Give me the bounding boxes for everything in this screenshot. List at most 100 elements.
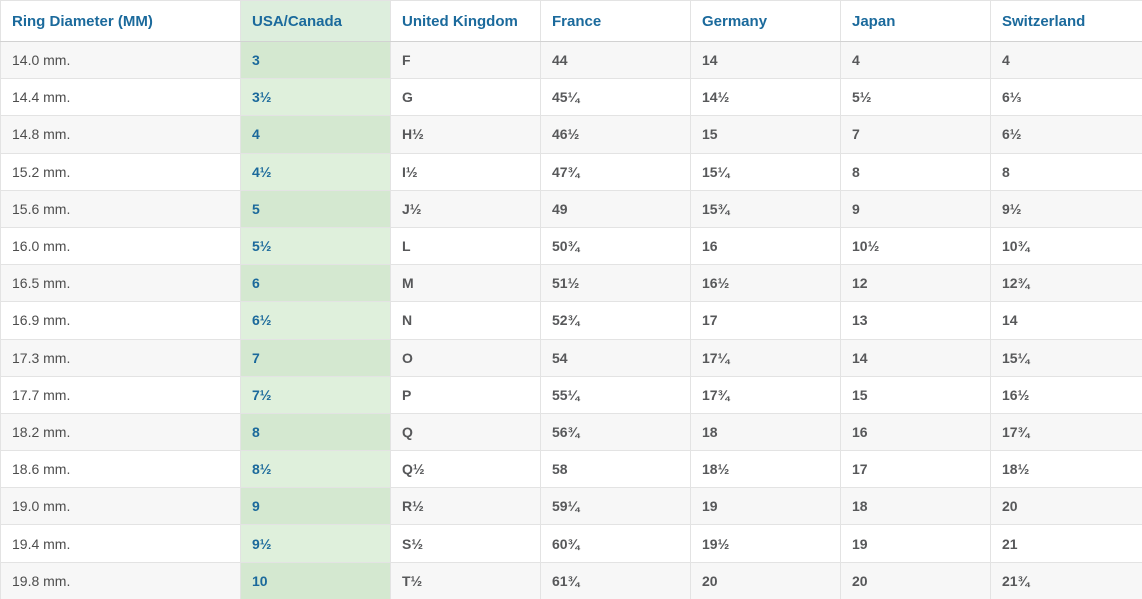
size-cell: 10 xyxy=(240,561,391,599)
size-cell: 17 xyxy=(840,450,991,489)
size-cell: 14 xyxy=(990,301,1142,340)
size-cell: 15¼ xyxy=(690,152,841,191)
size-cell: 52¾ xyxy=(540,301,691,340)
diameter-cell: 16.5 mm. xyxy=(0,264,241,303)
size-cell: H½ xyxy=(390,115,541,154)
size-cell: 50¾ xyxy=(540,226,691,266)
size-cell: 10½ xyxy=(840,226,991,266)
size-cell: 6⅓ xyxy=(990,78,1142,117)
size-cell: 20 xyxy=(690,561,841,599)
size-cell: 17¼ xyxy=(690,338,841,377)
size-cell: 7½ xyxy=(240,375,391,414)
size-cell: 4½ xyxy=(240,152,391,191)
header-row: Ring Diameter (MM) USA/Canada United Kingd… xyxy=(0,0,1142,42)
size-cell: 60¾ xyxy=(540,524,691,563)
table-row: 16.9 mm. 6½ N 52¾ 17 13 14 xyxy=(0,301,1142,340)
size-cell: 10¾ xyxy=(990,226,1142,266)
column-header-germany: Germany xyxy=(690,0,841,42)
diameter-cell: 14.8 mm. xyxy=(0,115,241,154)
diameter-cell: 14.0 mm. xyxy=(0,40,241,80)
diameter-cell: 19.0 mm. xyxy=(0,487,241,526)
size-cell: 51½ xyxy=(540,264,691,303)
size-cell: 56¾ xyxy=(540,412,691,452)
table-row: 19.0 mm. 9 R½ 59¼ 19 18 20 xyxy=(0,487,1142,526)
size-cell: 18½ xyxy=(690,450,841,489)
size-cell: 14½ xyxy=(690,78,841,117)
size-cell: 58 xyxy=(540,450,691,489)
size-cell: 16 xyxy=(690,226,841,266)
table-row: 14.4 mm. 3½ G 45¼ 14½ 5½ 6⅓ xyxy=(0,78,1142,117)
size-cell: 9½ xyxy=(990,189,1142,228)
size-cell: 5 xyxy=(240,189,391,228)
size-cell: 18 xyxy=(690,412,841,452)
size-cell: 12¾ xyxy=(990,264,1142,303)
size-cell: 54 xyxy=(540,338,691,377)
column-header-france: France xyxy=(540,0,691,42)
size-cell: 46½ xyxy=(540,115,691,154)
size-cell: M xyxy=(390,264,541,303)
size-cell: 21¾ xyxy=(990,561,1142,599)
size-cell: 9 xyxy=(840,189,991,228)
column-header-japan: Japan xyxy=(840,0,991,42)
size-cell: 20 xyxy=(840,561,991,599)
size-cell: 15 xyxy=(840,375,991,414)
size-cell: R½ xyxy=(390,487,541,526)
size-cell: 3 xyxy=(240,40,391,80)
size-cell: 12 xyxy=(840,264,991,303)
diameter-cell: 19.4 mm. xyxy=(0,524,241,563)
table-row: 15.6 mm. 5 J½ 49 15¾ 9 9½ xyxy=(0,189,1142,228)
table-row: 16.0 mm. 5½ L 50¾ 16 10½ 10¾ xyxy=(0,226,1142,266)
table-body: 14.0 mm. 3 F 44 14 4 4 14.4 mm. 3½ G 45¼ 14½ 5½ 6⅓ 14.… xyxy=(0,40,1142,599)
diameter-cell: 18.2 mm. xyxy=(0,412,241,452)
size-cell: 4 xyxy=(990,40,1142,80)
size-cell: 17 xyxy=(690,301,841,340)
size-cell: Q½ xyxy=(390,450,541,489)
table-row: 14.0 mm. 3 F 44 14 4 4 xyxy=(0,40,1142,80)
size-cell: 8 xyxy=(990,152,1142,191)
size-cell: 18 xyxy=(840,487,991,526)
diameter-cell: 16.0 mm. xyxy=(0,226,241,266)
table-row: 18.6 mm. 8½ Q½ 58 18½ 17 18½ xyxy=(0,450,1142,489)
size-cell: 8 xyxy=(240,412,391,452)
size-cell: 44 xyxy=(540,40,691,80)
size-cell: 19 xyxy=(690,487,841,526)
size-cell: 59¼ xyxy=(540,487,691,526)
size-cell: S½ xyxy=(390,524,541,563)
size-cell: 7 xyxy=(840,115,991,154)
column-header-usa-canada: USA/Canada xyxy=(240,0,391,42)
size-cell: 45¼ xyxy=(540,78,691,117)
size-cell: 14 xyxy=(690,40,841,80)
size-cell: 49 xyxy=(540,189,691,228)
diameter-cell: 15.2 mm. xyxy=(0,152,241,191)
size-cell: 6 xyxy=(240,264,391,303)
column-header-switzerland: Switzerland xyxy=(990,0,1142,42)
diameter-cell: 17.3 mm. xyxy=(0,338,241,377)
size-cell: G xyxy=(390,78,541,117)
size-cell: N xyxy=(390,301,541,340)
size-cell: 15¾ xyxy=(690,189,841,228)
size-cell: 5½ xyxy=(840,78,991,117)
size-cell: 17¾ xyxy=(990,412,1142,452)
size-cell: 4 xyxy=(840,40,991,80)
size-cell: O xyxy=(390,338,541,377)
table-row: 18.2 mm. 8 Q 56¾ 18 16 17¾ xyxy=(0,412,1142,452)
size-cell: 16½ xyxy=(690,264,841,303)
size-cell: F xyxy=(390,40,541,80)
size-cell: 21 xyxy=(990,524,1142,563)
diameter-cell: 19.8 mm. xyxy=(0,561,241,599)
size-cell: 4 xyxy=(240,115,391,154)
table-row: 14.8 mm. 4 H½ 46½ 15 7 6½ xyxy=(0,115,1142,154)
size-cell: 8½ xyxy=(240,450,391,489)
size-cell: I½ xyxy=(390,152,541,191)
size-cell: 19½ xyxy=(690,524,841,563)
table-row: 19.4 mm. 9½ S½ 60¾ 19½ 19 21 xyxy=(0,524,1142,563)
size-cell: 16 xyxy=(840,412,991,452)
diameter-cell: 18.6 mm. xyxy=(0,450,241,489)
size-cell: J½ xyxy=(390,189,541,228)
size-cell: 9 xyxy=(240,487,391,526)
diameter-cell: 15.6 mm. xyxy=(0,189,241,228)
size-cell: 8 xyxy=(840,152,991,191)
size-cell: 5½ xyxy=(240,226,391,266)
